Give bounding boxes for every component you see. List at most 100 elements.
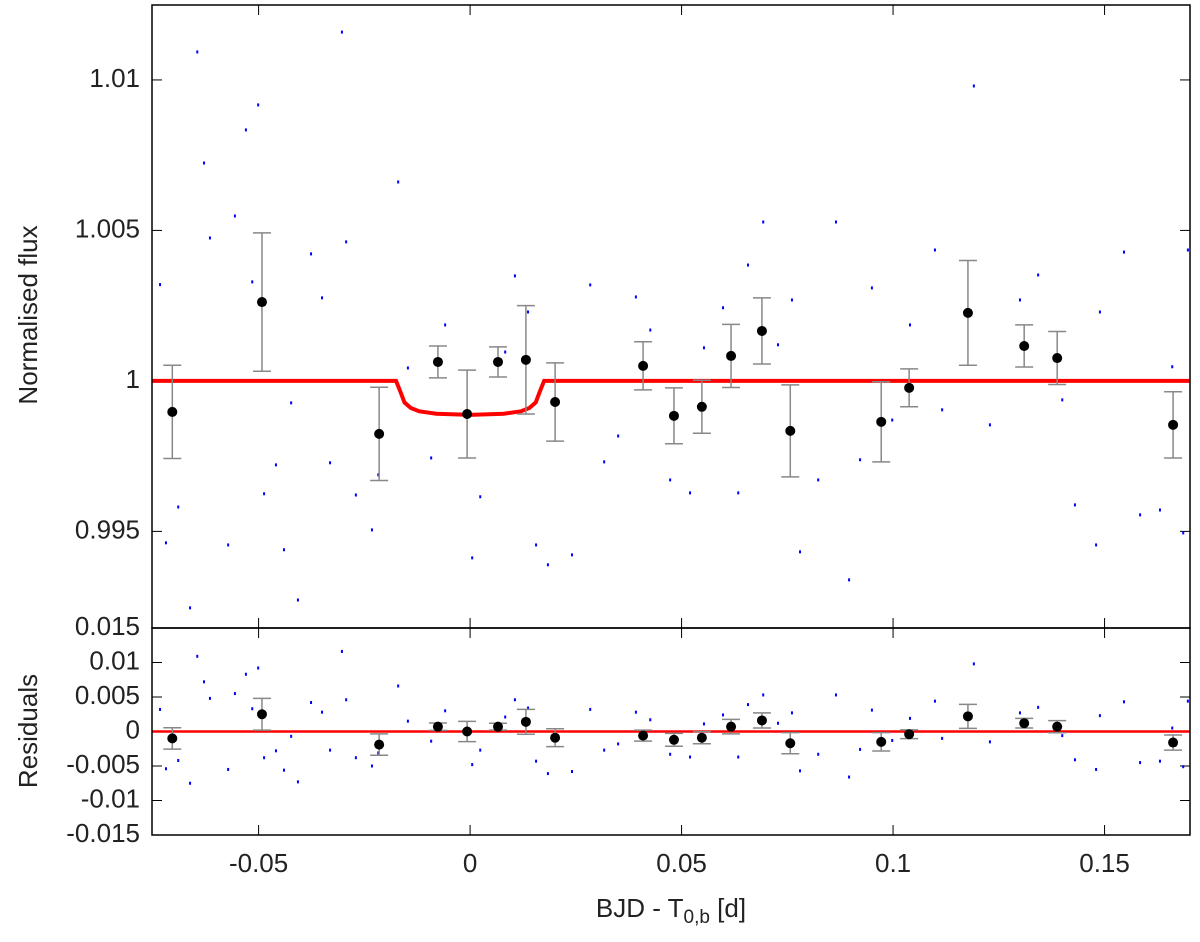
binned-point: [1052, 353, 1063, 364]
y-tick-label: 0.995: [75, 514, 140, 544]
raw-point: [1037, 705, 1040, 709]
raw-point: [799, 769, 802, 773]
raw-point: [471, 763, 474, 767]
binned-point: [876, 416, 887, 427]
binned-point: [1019, 340, 1030, 351]
raw-point: [444, 709, 447, 713]
raw-point: [603, 460, 606, 464]
raw-point: [290, 734, 293, 738]
raw-point: [737, 491, 740, 495]
raw-point: [321, 710, 324, 714]
binned-point: [374, 739, 385, 750]
raw-point: [891, 418, 894, 422]
raw-point: [762, 693, 765, 697]
raw-point: [345, 240, 348, 244]
raw-point: [988, 423, 991, 427]
raw-point: [870, 708, 873, 712]
raw-point: [310, 701, 313, 705]
raw-point: [1098, 714, 1101, 718]
binned-point: [638, 360, 649, 371]
x-axis-label: BJD - T0,b [d]: [596, 893, 746, 928]
raw-point: [208, 696, 211, 700]
raw-point: [1061, 734, 1064, 738]
raw-point: [634, 710, 637, 714]
raw-point: [244, 672, 247, 676]
y-tick-label: 0.005: [75, 680, 140, 710]
y-tick-label: -0.005: [66, 749, 140, 779]
raw-point: [177, 505, 180, 509]
raw-point: [689, 755, 692, 759]
raw-point: [263, 492, 266, 496]
y-tick-label: -0.01: [81, 783, 140, 813]
binned-point: [493, 721, 503, 732]
raw-point: [444, 323, 447, 327]
raw-point: [933, 248, 936, 252]
raw-point: [1158, 508, 1161, 512]
binned-point: [904, 382, 915, 393]
raw-point: [504, 350, 507, 354]
binned-point: [167, 406, 178, 417]
raw-point: [208, 236, 211, 240]
raw-point: [274, 463, 277, 467]
raw-point: [479, 495, 482, 499]
raw-point: [988, 740, 991, 744]
raw-point: [257, 103, 260, 107]
raw-point: [244, 128, 247, 132]
binned-point: [432, 721, 443, 732]
raw-point: [177, 758, 180, 762]
raw-point: [1073, 758, 1076, 762]
raw-point: [669, 752, 672, 756]
raw-point: [834, 693, 837, 697]
raw-point: [634, 295, 637, 299]
binned-point: [520, 354, 531, 365]
x-label-text: BJD - T: [596, 893, 684, 923]
raw-point: [1186, 248, 1189, 252]
raw-point: [834, 220, 837, 224]
raw-point: [196, 654, 199, 658]
binned-point: [520, 716, 531, 727]
raw-point: [1139, 761, 1142, 765]
raw-point: [263, 756, 266, 760]
binned-point: [462, 409, 473, 420]
raw-point: [329, 748, 332, 752]
raw-point: [290, 401, 293, 405]
x-tick-label: 0.15: [1079, 848, 1130, 878]
raw-point: [649, 328, 652, 332]
raw-point: [1037, 273, 1040, 277]
raw-point: [1139, 513, 1142, 517]
raw-point: [617, 742, 620, 746]
y-tick-label: 0: [126, 714, 140, 744]
raw-point: [274, 749, 277, 753]
raw-point: [370, 764, 373, 768]
raw-point: [689, 491, 692, 495]
raw-point: [571, 770, 574, 774]
y-axis-label: Normalised flux: [13, 225, 43, 404]
binned-point: [374, 428, 385, 439]
raw-point: [340, 649, 343, 653]
binned-point: [550, 732, 561, 743]
raw-point: [941, 736, 944, 740]
y-tick-label: 0.015: [75, 611, 140, 641]
raw-point: [1073, 503, 1076, 507]
raw-point: [799, 550, 802, 554]
raw-point: [251, 707, 254, 711]
raw-point: [227, 543, 230, 547]
raw-point: [233, 214, 236, 218]
raw-point: [296, 780, 299, 784]
binned-point: [638, 730, 649, 741]
raw-point: [354, 756, 357, 760]
raw-point: [589, 283, 592, 287]
binned-point: [668, 734, 679, 745]
raw-point: [1186, 699, 1189, 703]
binned-point: [1168, 419, 1179, 430]
raw-point: [737, 755, 740, 759]
raw-point: [159, 707, 162, 711]
raw-point: [527, 706, 530, 710]
raw-point: [377, 473, 380, 477]
binned-point: [696, 732, 707, 743]
raw-point: [972, 84, 975, 88]
raw-point: [1123, 700, 1126, 704]
raw-point: [189, 606, 192, 610]
raw-point: [527, 310, 530, 314]
raw-point: [722, 713, 725, 717]
